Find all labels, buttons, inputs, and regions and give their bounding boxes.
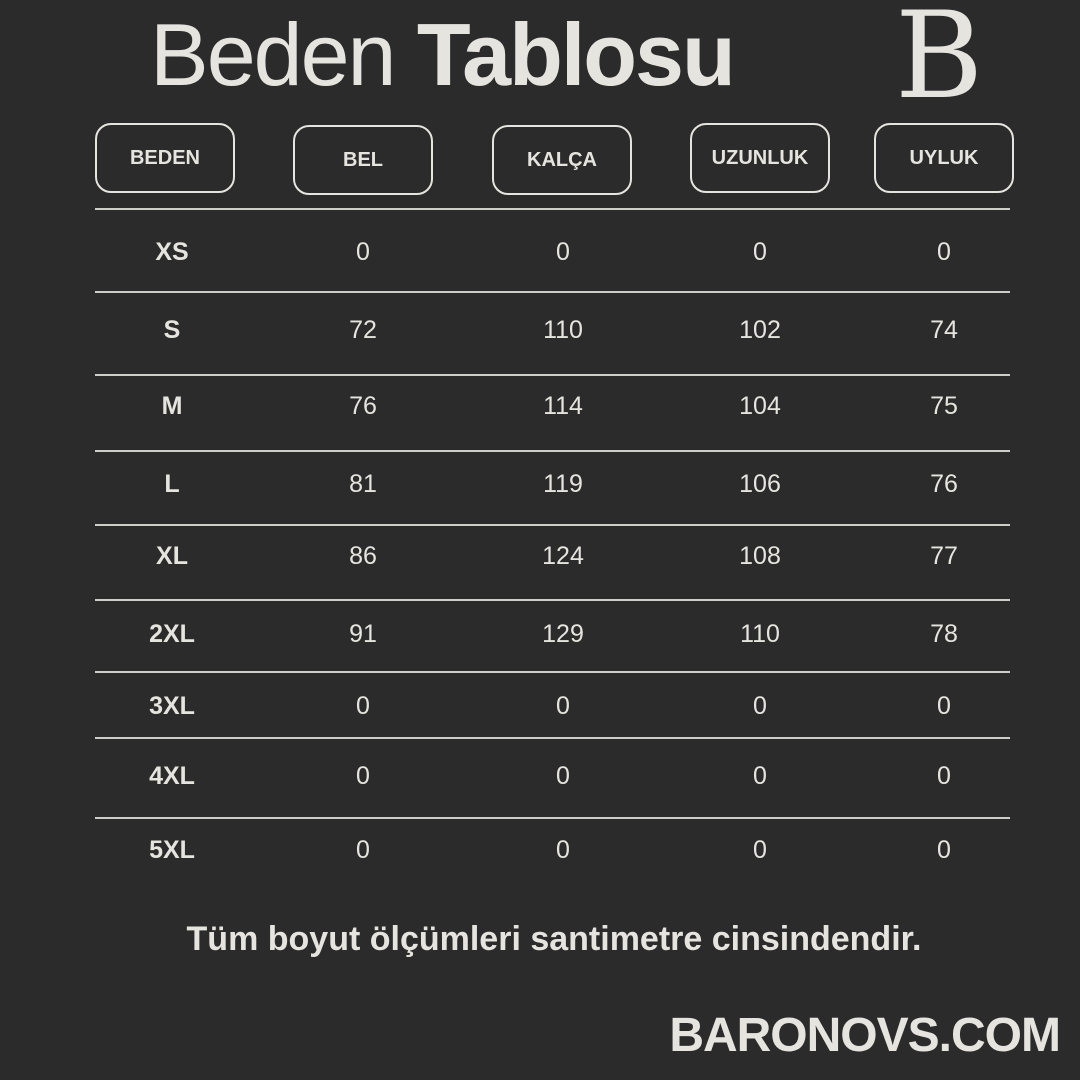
measurement-cell: 76 (349, 392, 377, 420)
measurement-cell: 0 (556, 238, 570, 266)
title-bold: Tablosu (416, 5, 736, 104)
measurement-cell: 81 (349, 470, 377, 498)
column-header: KALÇA (492, 125, 632, 195)
measurement-cell: 75 (930, 392, 958, 420)
measurement-cell: 119 (543, 470, 583, 498)
measurement-cell: 0 (753, 692, 767, 720)
measurement-cell: 0 (937, 836, 951, 864)
measurement-cell: 0 (356, 836, 370, 864)
size-label: XS (155, 238, 189, 266)
row-divider (95, 450, 1010, 452)
column-header: UYLUK (874, 123, 1014, 193)
size-label: L (164, 470, 180, 498)
measurement-cell: 124 (542, 542, 584, 570)
row-divider (95, 291, 1010, 293)
measurement-cell: 110 (543, 316, 583, 344)
measurement-cell: 108 (739, 542, 781, 570)
measurement-cell: 72 (349, 316, 377, 344)
measurement-cell: 110 (740, 620, 780, 648)
brand-logo: B (895, 0, 984, 126)
measurement-cell: 129 (542, 620, 584, 648)
column-header: BEL (293, 125, 433, 195)
measurement-cell: 0 (356, 762, 370, 790)
measurement-cell: 74 (930, 316, 958, 344)
measurement-cell: 106 (739, 470, 781, 498)
row-divider (95, 524, 1010, 526)
row-divider (95, 599, 1010, 601)
measurement-cell: 102 (739, 316, 781, 344)
column-header: BEDEN (95, 123, 235, 193)
measurement-cell: 0 (556, 836, 570, 864)
measurement-cell: 91 (349, 620, 377, 648)
measurement-cell: 0 (356, 238, 370, 266)
row-divider (95, 208, 1010, 210)
brand-url: BARONOVS.COM (669, 1009, 1061, 1062)
row-divider (95, 737, 1010, 739)
measurement-cell: 78 (930, 620, 958, 648)
measurement-cell: 0 (753, 762, 767, 790)
title-light: Beden (150, 5, 396, 104)
measurement-cell: 0 (937, 238, 951, 266)
page-title: Beden Tablosu (150, 0, 736, 110)
size-label: 5XL (149, 836, 195, 864)
measurement-cell: 0 (356, 692, 370, 720)
measurement-cell: 114 (543, 392, 583, 420)
measurement-cell: 0 (753, 836, 767, 864)
measurement-cell: 77 (930, 542, 958, 570)
units-note: Tüm boyut ölçümleri santimetre cinsinden… (186, 920, 922, 958)
column-header: UZUNLUK (690, 123, 830, 193)
measurement-cell: 76 (930, 470, 958, 498)
size-label: M (161, 392, 183, 420)
row-divider (95, 817, 1010, 819)
row-divider (95, 671, 1010, 673)
measurement-cell: 0 (937, 692, 951, 720)
size-label: XL (156, 542, 188, 570)
measurement-cell: 104 (739, 392, 781, 420)
size-label: 4XL (149, 762, 195, 790)
measurement-cell: 0 (556, 762, 570, 790)
row-divider (95, 374, 1010, 376)
size-label: 2XL (149, 620, 195, 648)
size-label: 3XL (149, 692, 195, 720)
measurement-cell: 86 (349, 542, 377, 570)
measurement-cell: 0 (937, 762, 951, 790)
measurement-cell: 0 (556, 692, 570, 720)
measurement-cell: 0 (753, 238, 767, 266)
size-label: S (163, 316, 181, 344)
